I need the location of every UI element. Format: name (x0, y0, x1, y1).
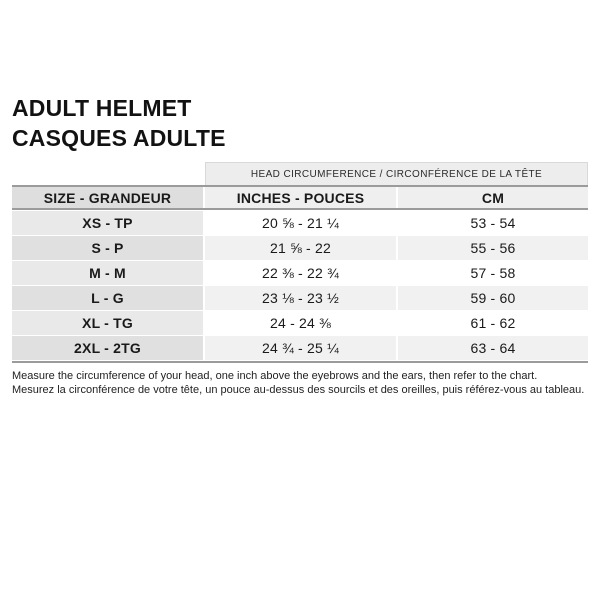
table-row: 2XL - 2TG 24 ¾ - 25 ¼ 63 - 64 (12, 336, 588, 360)
page-title-line2: CASQUES ADULTE (12, 125, 226, 151)
size-chart-table: HEAD CIRCUMFERENCE / CIRCONFÉRENCE DE LA… (12, 162, 588, 363)
size-cell: L - G (12, 286, 203, 310)
inches-cell: 24 - 24 ⅜ (205, 311, 396, 335)
cm-cell: 63 - 64 (398, 336, 588, 360)
page-title-line1: ADULT HELMET (12, 95, 192, 121)
table-bottom-border (12, 361, 588, 363)
cm-cell: 55 - 56 (398, 236, 588, 260)
size-cell: 2XL - 2TG (12, 336, 203, 360)
page-title: ADULT HELMET CASQUES ADULTE (12, 93, 226, 153)
table-row: S - P 21 ⅝ - 22 55 - 56 (12, 236, 588, 260)
size-cell: XS - TP (12, 211, 203, 235)
table-row: XL - TG 24 - 24 ⅜ 61 - 62 (12, 311, 588, 335)
inches-cell: 22 ⅜ - 22 ¾ (205, 261, 396, 285)
column-header-size: SIZE - GRANDEUR (12, 187, 203, 208)
table-row: L - G 23 ⅛ - 23 ½ 59 - 60 (12, 286, 588, 310)
instructions-text: Measure the circumference of your head, … (12, 370, 594, 397)
head-circumference-banner: HEAD CIRCUMFERENCE / CIRCONFÉRENCE DE LA… (205, 162, 588, 185)
table-header-row: SIZE - GRANDEUR INCHES - POUCES CM (12, 185, 588, 210)
table-row: M - M 22 ⅜ - 22 ¾ 57 - 58 (12, 261, 588, 285)
table-row: XS - TP 20 ⅝ - 21 ¼ 53 - 54 (12, 211, 588, 235)
size-cell: XL - TG (12, 311, 203, 335)
inches-cell: 21 ⅝ - 22 (205, 236, 396, 260)
instructions-english: Measure the circumference of your head, … (12, 370, 538, 382)
cm-cell: 59 - 60 (398, 286, 588, 310)
inches-cell: 24 ¾ - 25 ¼ (205, 336, 396, 360)
inches-cell: 23 ⅛ - 23 ½ (205, 286, 396, 310)
instructions-french: Mesurez la circonférence de votre tête, … (12, 383, 585, 396)
size-cell: M - M (12, 261, 203, 285)
banner-spacer (12, 162, 205, 185)
inches-cell: 20 ⅝ - 21 ¼ (205, 211, 396, 235)
cm-cell: 61 - 62 (398, 311, 588, 335)
cm-cell: 53 - 54 (398, 211, 588, 235)
column-header-inches: INCHES - POUCES (205, 187, 396, 208)
column-header-cm: CM (398, 187, 588, 208)
cm-cell: 57 - 58 (398, 261, 588, 285)
size-cell: S - P (12, 236, 203, 260)
banner-row: HEAD CIRCUMFERENCE / CIRCONFÉRENCE DE LA… (12, 162, 588, 185)
